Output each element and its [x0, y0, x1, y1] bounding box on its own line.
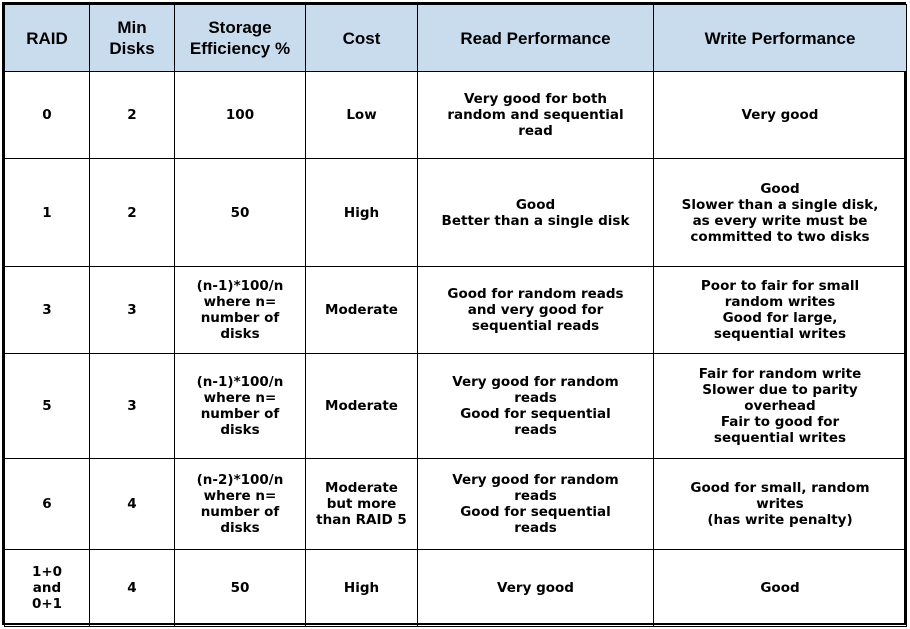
cell-write-performance: Good — [653, 549, 907, 627]
cell-cost: High — [305, 158, 418, 267]
header-min-disks: Min Disks — [89, 4, 175, 72]
cell-write-performance: Poor to fair for small random writes Goo… — [653, 266, 907, 354]
cell-write-performance: Very good — [653, 71, 907, 159]
table-row: 5 3 (n-1)*100/n where n= number of disks… — [4, 353, 907, 459]
cell-raid: 5 — [4, 353, 90, 459]
cell-min-disks: 3 — [89, 266, 175, 354]
cell-storage-efficiency: 100 — [174, 71, 306, 159]
header-row: RAID Min Disks Storage Efficiency % Cost… — [4, 4, 907, 72]
table-row: 0 2 100 Low Very good for both random an… — [4, 71, 907, 159]
cell-storage-efficiency: (n-1)*100/n where n= number of disks — [174, 266, 306, 354]
cell-read-performance: Very good for random reads Good for sequ… — [417, 458, 654, 550]
table-row: 1 2 50 High Good Better than a single di… — [4, 158, 907, 267]
cell-min-disks: 3 — [89, 353, 175, 459]
table-row: 6 4 (n-2)*100/n where n= number of disks… — [4, 458, 907, 550]
cell-raid: 1 — [4, 158, 90, 267]
cell-raid: 0 — [4, 71, 90, 159]
cell-raid: 1+0 and 0+1 — [4, 549, 90, 627]
header-read-performance: Read Performance — [417, 4, 654, 72]
header-cost: Cost — [305, 4, 418, 72]
raid-comparison-table: RAID Min Disks Storage Efficiency % Cost… — [4, 4, 907, 627]
cell-write-performance: Good for small, random writes (has write… — [653, 458, 907, 550]
cell-cost: Moderate but more than RAID 5 — [305, 458, 418, 550]
cell-read-performance: Very good — [417, 549, 654, 627]
cell-min-disks: 2 — [89, 158, 175, 267]
header-raid: RAID — [4, 4, 90, 72]
cell-cost: Moderate — [305, 353, 418, 459]
cell-storage-efficiency: 50 — [174, 549, 306, 627]
cell-read-performance: Good Better than a single disk — [417, 158, 654, 267]
header-storage-efficiency: Storage Efficiency % — [174, 4, 306, 72]
cell-write-performance: Fair for random write Slower due to pari… — [653, 353, 907, 459]
cell-storage-efficiency: 50 — [174, 158, 306, 267]
cell-raid: 6 — [4, 458, 90, 550]
table-row: 3 3 (n-1)*100/n where n= number of disks… — [4, 266, 907, 354]
cell-read-performance: Very good for random reads Good for sequ… — [417, 353, 654, 459]
cell-read-performance: Very good for both random and sequential… — [417, 71, 654, 159]
cell-min-disks: 4 — [89, 458, 175, 550]
cell-min-disks: 4 — [89, 549, 175, 627]
cell-cost: Moderate — [305, 266, 418, 354]
cell-storage-efficiency: (n-2)*100/n where n= number of disks — [174, 458, 306, 550]
table-row: 1+0 and 0+1 4 50 High Very good Good — [4, 549, 907, 627]
cell-read-performance: Good for random reads and very good for … — [417, 266, 654, 354]
cell-min-disks: 2 — [89, 71, 175, 159]
cell-raid: 3 — [4, 266, 90, 354]
cell-cost: Low — [305, 71, 418, 159]
cell-write-performance: Good Slower than a single disk, as every… — [653, 158, 907, 267]
cell-cost: High — [305, 549, 418, 627]
cell-storage-efficiency: (n-1)*100/n where n= number of disks — [174, 353, 306, 459]
header-write-performance: Write Performance — [653, 4, 907, 72]
